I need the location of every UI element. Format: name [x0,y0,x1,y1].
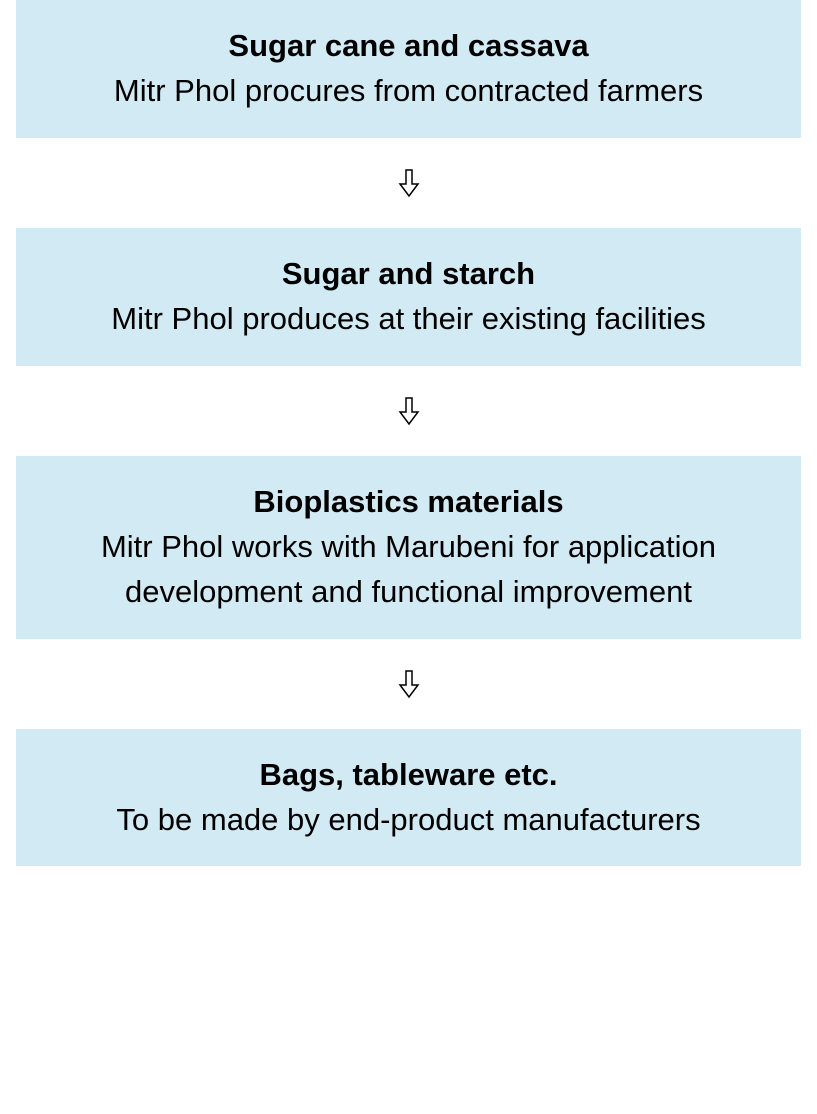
step-desc: To be made by end-product manufacturers [46,798,771,843]
step-box-1: Sugar cane and cassava Mitr Phol procure… [16,0,801,138]
step-box-3: Bioplastics materials Mitr Phol works wi… [16,456,801,639]
step-title: Bioplastics materials [46,480,771,525]
step-title: Bags, tableware etc. [46,753,771,798]
arrow-down-icon [397,168,421,198]
step-title: Sugar cane and cassava [46,24,771,69]
step-box-2: Sugar and starch Mitr Phol produces at t… [16,228,801,366]
arrow-down-icon [397,396,421,426]
arrow-wrap-2 [397,366,421,456]
step-desc: Mitr Phol procures from contracted farme… [46,69,771,114]
step-title: Sugar and starch [46,252,771,297]
arrow-wrap-3 [397,639,421,729]
step-desc: Mitr Phol produces at their existing fac… [46,297,771,342]
step-desc: Mitr Phol works with Marubeni for applic… [46,525,771,615]
flowchart: Sugar cane and cassava Mitr Phol procure… [0,0,817,866]
arrow-wrap-1 [397,138,421,228]
step-box-4: Bags, tableware etc. To be made by end-p… [16,729,801,867]
arrow-down-icon [397,669,421,699]
